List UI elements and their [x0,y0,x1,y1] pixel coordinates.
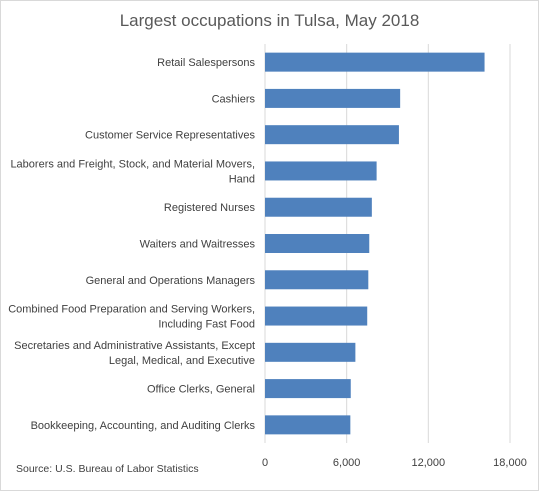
x-tick-label-1: 6,000 [333,457,361,469]
category-label-5: Waiters and Waitresses [140,239,256,251]
x-tick-label-0: 0 [262,457,268,469]
chart-title: Largest occupations in Tulsa, May 2018 [119,11,420,30]
bar-6 [265,270,369,290]
bar-0 [265,52,485,72]
bar-2 [265,125,399,145]
category-label-2: Customer Service Representatives [85,130,255,142]
category-label-9: Office Clerks, General [147,384,255,396]
bar-9 [265,379,351,399]
category-label-7-0: Combined Food Preparation and Serving Wo… [8,304,255,316]
category-label-3-1: Hand [229,173,255,185]
bar-1 [265,88,401,108]
bar-8 [265,342,356,362]
category-label-0: Retail Salespersons [157,57,255,69]
category-label-8-0: Secretaries and Administrative Assistant… [14,340,255,352]
bar-3 [265,161,377,181]
category-label-6: General and Operations Managers [86,275,256,287]
bar-4 [265,197,372,217]
category-label-8-1: Legal, Medical, and Executive [109,355,255,367]
bar-7 [265,306,368,326]
x-tick-label-3: 18,000 [493,457,527,469]
category-label-10: Bookkeeping, Accounting, and Auditing Cl… [31,420,256,432]
category-label-1: Cashiers [212,93,256,105]
bar-10 [265,415,351,435]
category-label-7-1: Including Fast Food [158,319,255,331]
x-tick-label-2: 12,000 [412,457,446,469]
category-label-4: Registered Nurses [164,202,256,214]
category-label-3-0: Laborers and Freight, Stock, and Materia… [10,158,255,170]
source-note: Source: U.S. Bureau of Labor Statistics [16,463,199,475]
bar-5 [265,234,370,253]
